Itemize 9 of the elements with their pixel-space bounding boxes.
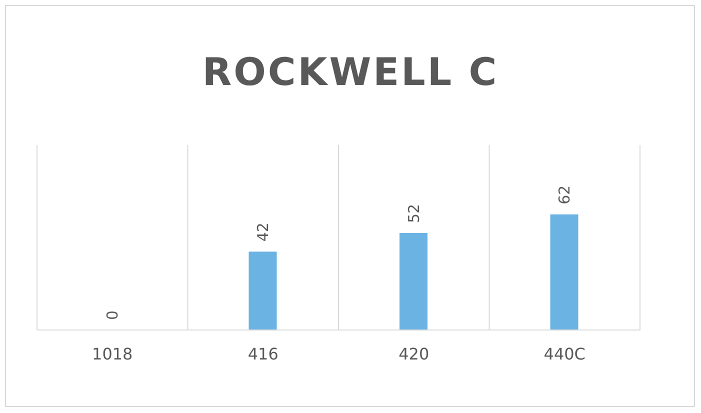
chart-title: ROCKWELL C: [201, 49, 500, 96]
x-tick-label: 440C: [544, 344, 586, 364]
data-label: 52: [404, 204, 423, 224]
x-tick-label: 1018: [92, 344, 133, 364]
x-tick-label: 420: [398, 344, 430, 364]
data-label: 62: [556, 185, 574, 204]
x-tick-label: 416: [248, 344, 278, 364]
data-label: 42: [254, 222, 272, 242]
data-label: 0: [103, 310, 122, 320]
